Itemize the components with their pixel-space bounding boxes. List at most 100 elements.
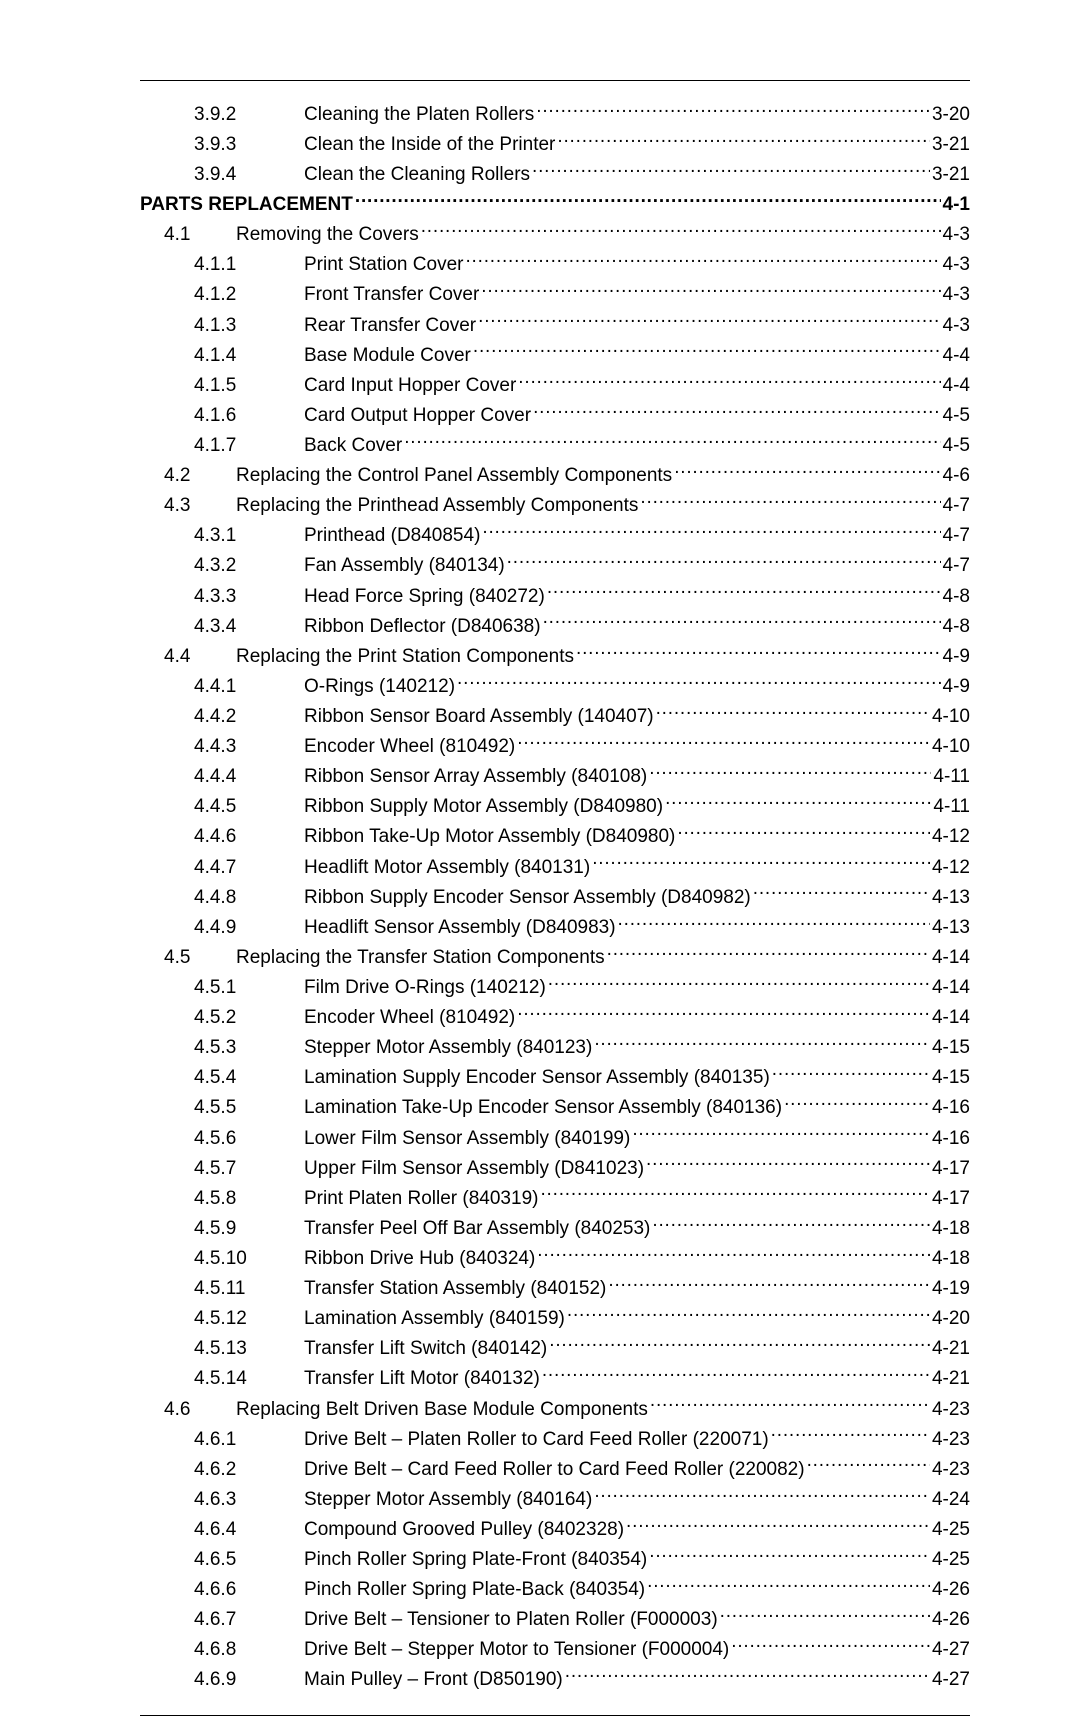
- toc-number: 4.4.8: [140, 886, 304, 910]
- toc-page: 4-3: [943, 253, 970, 277]
- toc-row: 4.5.8Print Platen Roller (840319)4-17: [140, 1181, 970, 1211]
- toc-row: 3.9.2Cleaning the Platen Rollers3-20: [140, 97, 970, 127]
- toc-number: 4.6.1: [140, 1428, 304, 1452]
- toc-leader: [517, 1000, 930, 1023]
- toc-title: Ribbon Sensor Board Assembly (140407): [304, 705, 654, 729]
- toc-page: 3-20: [932, 103, 970, 127]
- toc-page: 4-9: [943, 645, 970, 669]
- toc-leader: [548, 970, 930, 993]
- toc-row: 4.5.7Upper Film Sensor Assembly (D841023…: [140, 1151, 970, 1181]
- toc-title: Replacing the Printhead Assembly Compone…: [236, 494, 638, 518]
- toc-page: 4-23: [932, 1428, 970, 1452]
- toc-leader: [540, 1181, 930, 1204]
- toc-number: 4.1.4: [140, 344, 304, 368]
- toc-title: Transfer Lift Switch (840142): [304, 1337, 547, 1361]
- toc-number: 4.1.1: [140, 253, 304, 277]
- toc-title: PARTS REPLACEMENT: [140, 193, 353, 217]
- toc-leader: [720, 1602, 930, 1625]
- toc-number: 4.5.11: [140, 1277, 304, 1301]
- toc-page: 4-3: [943, 314, 970, 338]
- toc-page: 4-8: [943, 615, 970, 639]
- toc-title: Replacing the Print Station Components: [236, 645, 574, 669]
- toc-leader: [517, 729, 930, 752]
- toc-number: 4.5.12: [140, 1307, 304, 1331]
- toc-leader: [567, 1301, 930, 1324]
- toc-leader: [507, 549, 941, 572]
- toc-leader: [649, 1542, 930, 1565]
- toc-row: 4.3Replacing the Printhead Assembly Comp…: [140, 488, 970, 518]
- toc-number: 4.4.9: [140, 916, 304, 940]
- toc-page: 4-1: [943, 193, 970, 217]
- toc-page: 4-12: [932, 856, 970, 880]
- toc-title: Card Output Hopper Cover: [304, 404, 531, 428]
- toc-leader: [607, 940, 930, 963]
- toc-page: 4-7: [943, 494, 970, 518]
- toc-number: 4.4.2: [140, 705, 304, 729]
- toc-leader: [807, 1452, 930, 1475]
- toc-row: 3.9.4Clean the Cleaning Rollers3-21: [140, 157, 970, 187]
- toc-number: 4.6.6: [140, 1578, 304, 1602]
- toc-number: 4.3.2: [140, 554, 304, 578]
- toc-row: 4.5.10Ribbon Drive Hub (840324)4-18: [140, 1241, 970, 1271]
- toc-page: 4-27: [932, 1638, 970, 1662]
- toc-number: 4.3.1: [140, 524, 304, 548]
- toc-row: 4.3.2Fan Assembly (840134) 4-7: [140, 549, 970, 579]
- toc-title: Lamination Assembly (840159): [304, 1307, 565, 1331]
- toc-number: 4.5.9: [140, 1217, 304, 1241]
- toc-page: 4-5: [943, 434, 970, 458]
- toc-row: 4.1.4Base Module Cover 4-4: [140, 338, 970, 368]
- toc-number: 4.5.8: [140, 1187, 304, 1211]
- toc-number: 4.1: [140, 223, 236, 247]
- toc-row: PARTS REPLACEMENT 4-1: [140, 187, 970, 217]
- toc-number: 4.2: [140, 464, 236, 488]
- table-of-contents: 3.9.2Cleaning the Platen Rollers3-203.9.…: [140, 97, 970, 1693]
- toc-page: 4-3: [943, 283, 970, 307]
- toc-title: Headlift Motor Assembly (840131): [304, 856, 590, 880]
- toc-number: 4.4: [140, 645, 236, 669]
- toc-page: 4-7: [943, 524, 970, 548]
- toc-leader: [473, 338, 941, 361]
- toc-leader: [532, 157, 930, 180]
- toc-page: 4-15: [932, 1036, 970, 1060]
- toc-title: Fan Assembly (840134): [304, 554, 505, 578]
- toc-leader: [557, 127, 930, 150]
- toc-leader: [537, 1241, 930, 1264]
- toc-row: 4.1.2Front Transfer Cover 4-3: [140, 278, 970, 308]
- toc-leader: [731, 1633, 930, 1656]
- toc-page: 3-21: [932, 163, 970, 187]
- toc-title: Lamination Supply Encoder Sensor Assembl…: [304, 1066, 770, 1090]
- toc-title: Removing the Covers: [236, 223, 419, 247]
- toc-row: 4.1.3Rear Transfer Cover 4-3: [140, 308, 970, 338]
- toc-row: 4.1.6Card Output Hopper Cover 4-5: [140, 398, 970, 428]
- toc-page: 4-4: [943, 374, 970, 398]
- toc-page: 4-20: [932, 1307, 970, 1331]
- toc-page: 4-21: [932, 1337, 970, 1361]
- toc-leader: [665, 790, 931, 813]
- toc-title: Base Module Cover: [304, 344, 471, 368]
- toc-number: 4.4.1: [140, 675, 304, 699]
- toc-title: O-Rings (140212): [304, 675, 455, 699]
- toc-row: 4.6Replacing Belt Driven Base Module Com…: [140, 1392, 970, 1422]
- toc-title: Stepper Motor Assembly (840123): [304, 1036, 592, 1060]
- toc-leader: [481, 278, 940, 301]
- toc-title: Transfer Station Assembly (840152): [304, 1277, 606, 1301]
- toc-page: 4-9: [943, 675, 970, 699]
- toc-row: 4.5.2Encoder Wheel (810492)4-14: [140, 1000, 970, 1030]
- toc-page: 4-16: [932, 1127, 970, 1151]
- toc-title: Cleaning the Platen Rollers: [304, 103, 534, 127]
- toc-leader: [608, 1271, 930, 1294]
- toc-page: 4-17: [932, 1157, 970, 1181]
- toc-number: 4.6: [140, 1398, 236, 1422]
- toc-page: 4-8: [943, 585, 970, 609]
- toc-number: 4.1.6: [140, 404, 304, 428]
- toc-leader: [482, 519, 940, 542]
- toc-row: 4.4.2Ribbon Sensor Board Assembly (14040…: [140, 699, 970, 729]
- toc-number: 4.6.5: [140, 1548, 304, 1572]
- toc-title: Drive Belt – Platen Roller to Card Feed …: [304, 1428, 769, 1452]
- toc-row: 4.1.7Back Cover 4-5: [140, 428, 970, 458]
- toc-leader: [784, 1091, 930, 1114]
- toc-row: 4.6.7Drive Belt – Tensioner to Platen Ro…: [140, 1602, 970, 1632]
- page: 3.9.2Cleaning the Platen Rollers3-203.9.…: [0, 0, 1080, 1397]
- toc-title: Ribbon Sensor Array Assembly (840108): [304, 765, 647, 789]
- toc-leader: [594, 1030, 930, 1053]
